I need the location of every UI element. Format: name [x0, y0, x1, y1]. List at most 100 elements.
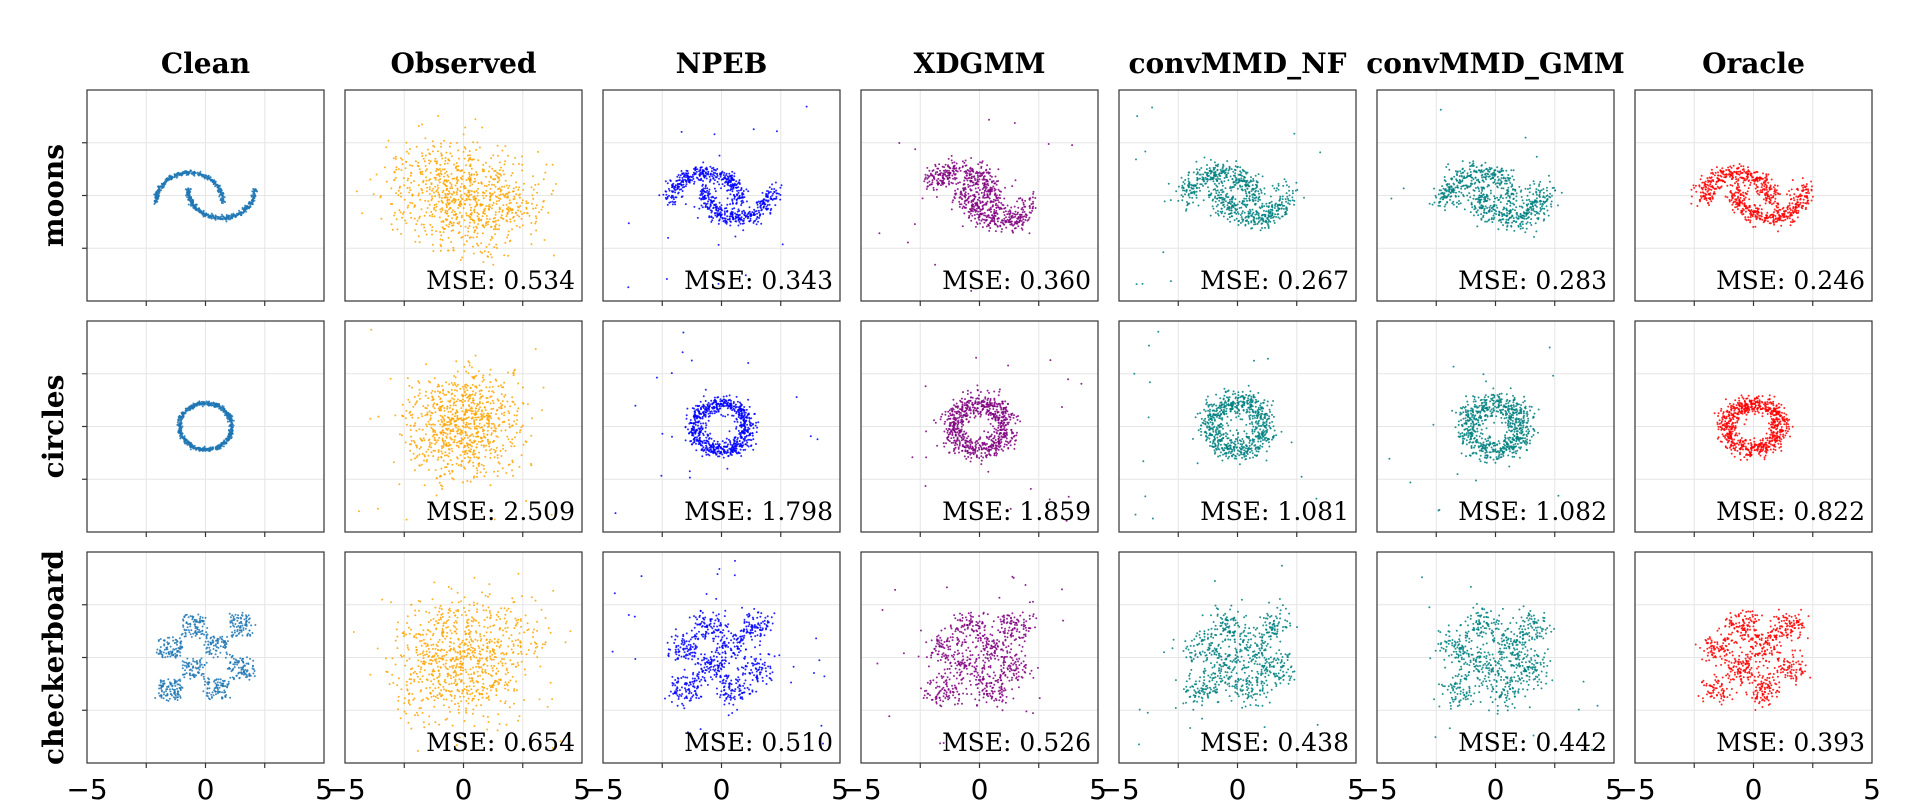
scatter-point	[1282, 184, 1285, 187]
scatter-point	[483, 212, 486, 215]
scatter-point	[1028, 216, 1031, 219]
scatter-point	[1446, 184, 1449, 187]
scatter-point	[974, 225, 977, 228]
scatter-point	[1474, 187, 1477, 189]
scatter-point	[1233, 168, 1236, 171]
scatter-point	[247, 207, 250, 209]
scatter-point	[1515, 216, 1518, 219]
scatter-point	[1010, 220, 1013, 223]
scatter-point	[718, 206, 721, 208]
scatter-point	[1229, 198, 1231, 201]
scatter-point	[433, 208, 435, 211]
scatter-point	[1402, 187, 1405, 190]
scatter-point	[712, 173, 714, 176]
scatter-point	[1480, 198, 1483, 201]
scatter-point	[395, 168, 398, 171]
scatter-point	[210, 212, 213, 215]
scatter-point	[521, 163, 524, 166]
scatter-point	[699, 190, 702, 193]
scatter-point	[472, 245, 474, 248]
scatter-point	[937, 174, 940, 176]
scatter-point	[1222, 201, 1225, 204]
scatter-point	[759, 200, 762, 203]
scatter-point	[1486, 185, 1489, 188]
scatter-point	[1003, 197, 1006, 200]
scatter-point	[1010, 223, 1013, 226]
scatter-point	[679, 174, 682, 177]
scatter-point	[738, 220, 741, 223]
scatter-point	[942, 172, 945, 175]
scatter-point	[955, 177, 958, 180]
scatter-point	[213, 179, 216, 182]
scatter-point	[705, 197, 707, 200]
scatter-point	[535, 229, 538, 232]
scatter-point	[161, 187, 164, 189]
scatter-point	[977, 216, 980, 219]
scatter-point	[995, 223, 997, 226]
scatter-point	[445, 204, 448, 207]
scatter-point	[1527, 208, 1530, 211]
scatter-point	[426, 186, 428, 189]
scatter-point	[411, 193, 414, 196]
scatter-point	[514, 156, 517, 159]
scatter-point	[543, 239, 546, 241]
scatter-point	[1541, 207, 1544, 210]
scatter-point	[755, 218, 758, 221]
scatter-point	[1481, 189, 1484, 192]
scatter-point	[678, 179, 681, 181]
scatter-point	[1530, 224, 1533, 226]
scatter-point	[1247, 212, 1250, 215]
scatter-point	[992, 180, 995, 183]
scatter-point	[1522, 214, 1525, 217]
scatter-point	[971, 184, 974, 187]
scatter-point	[673, 201, 675, 204]
scatter-point	[729, 183, 732, 186]
scatter-point	[1524, 231, 1527, 234]
scatter-point	[978, 215, 981, 218]
scatter-point	[703, 190, 706, 193]
scatter-point	[482, 261, 485, 263]
scatter-point	[964, 191, 967, 194]
scatter-point	[1216, 168, 1219, 171]
scatter-point	[1479, 199, 1481, 202]
scatter-point	[675, 180, 678, 182]
scatter-point	[434, 209, 437, 212]
scatter-point	[1496, 206, 1499, 209]
scatter-point	[740, 188, 743, 191]
scatter-point	[1435, 196, 1438, 199]
scatter-point	[1221, 170, 1224, 173]
scatter-point	[465, 179, 468, 182]
scatter-point	[1009, 212, 1012, 215]
scatter-point	[724, 177, 727, 180]
scatter-point	[1477, 187, 1480, 190]
scatter-point	[766, 200, 769, 203]
scatter-point	[464, 225, 467, 228]
scatter-point	[700, 204, 703, 207]
scatter-point	[1729, 184, 1732, 186]
scatter-point	[401, 158, 404, 161]
scatter-point	[1476, 209, 1479, 212]
scatter-point	[716, 209, 719, 212]
scatter-point	[1774, 191, 1777, 194]
scatter-point	[779, 198, 782, 201]
scatter-point	[478, 146, 481, 149]
scatter-point	[554, 183, 557, 185]
scatter-point	[206, 177, 209, 180]
scatter-point	[725, 221, 728, 224]
scatter-point	[447, 179, 450, 182]
scatter-point	[963, 188, 966, 191]
scatter-point	[1014, 215, 1017, 218]
scatter-point	[1136, 115, 1139, 118]
scatter-point	[1706, 177, 1709, 180]
scatter-point	[707, 170, 710, 173]
scatter-point	[460, 216, 463, 219]
scatter-point	[1788, 211, 1791, 214]
scatter-point	[1188, 182, 1191, 185]
scatter-point	[500, 166, 502, 169]
scatter-point	[1516, 217, 1519, 220]
scatter-point	[490, 225, 493, 228]
scatter-point	[1535, 193, 1538, 196]
scatter-points	[1690, 163, 1814, 233]
scatter-point	[970, 289, 973, 292]
scatter-point	[220, 215, 222, 218]
